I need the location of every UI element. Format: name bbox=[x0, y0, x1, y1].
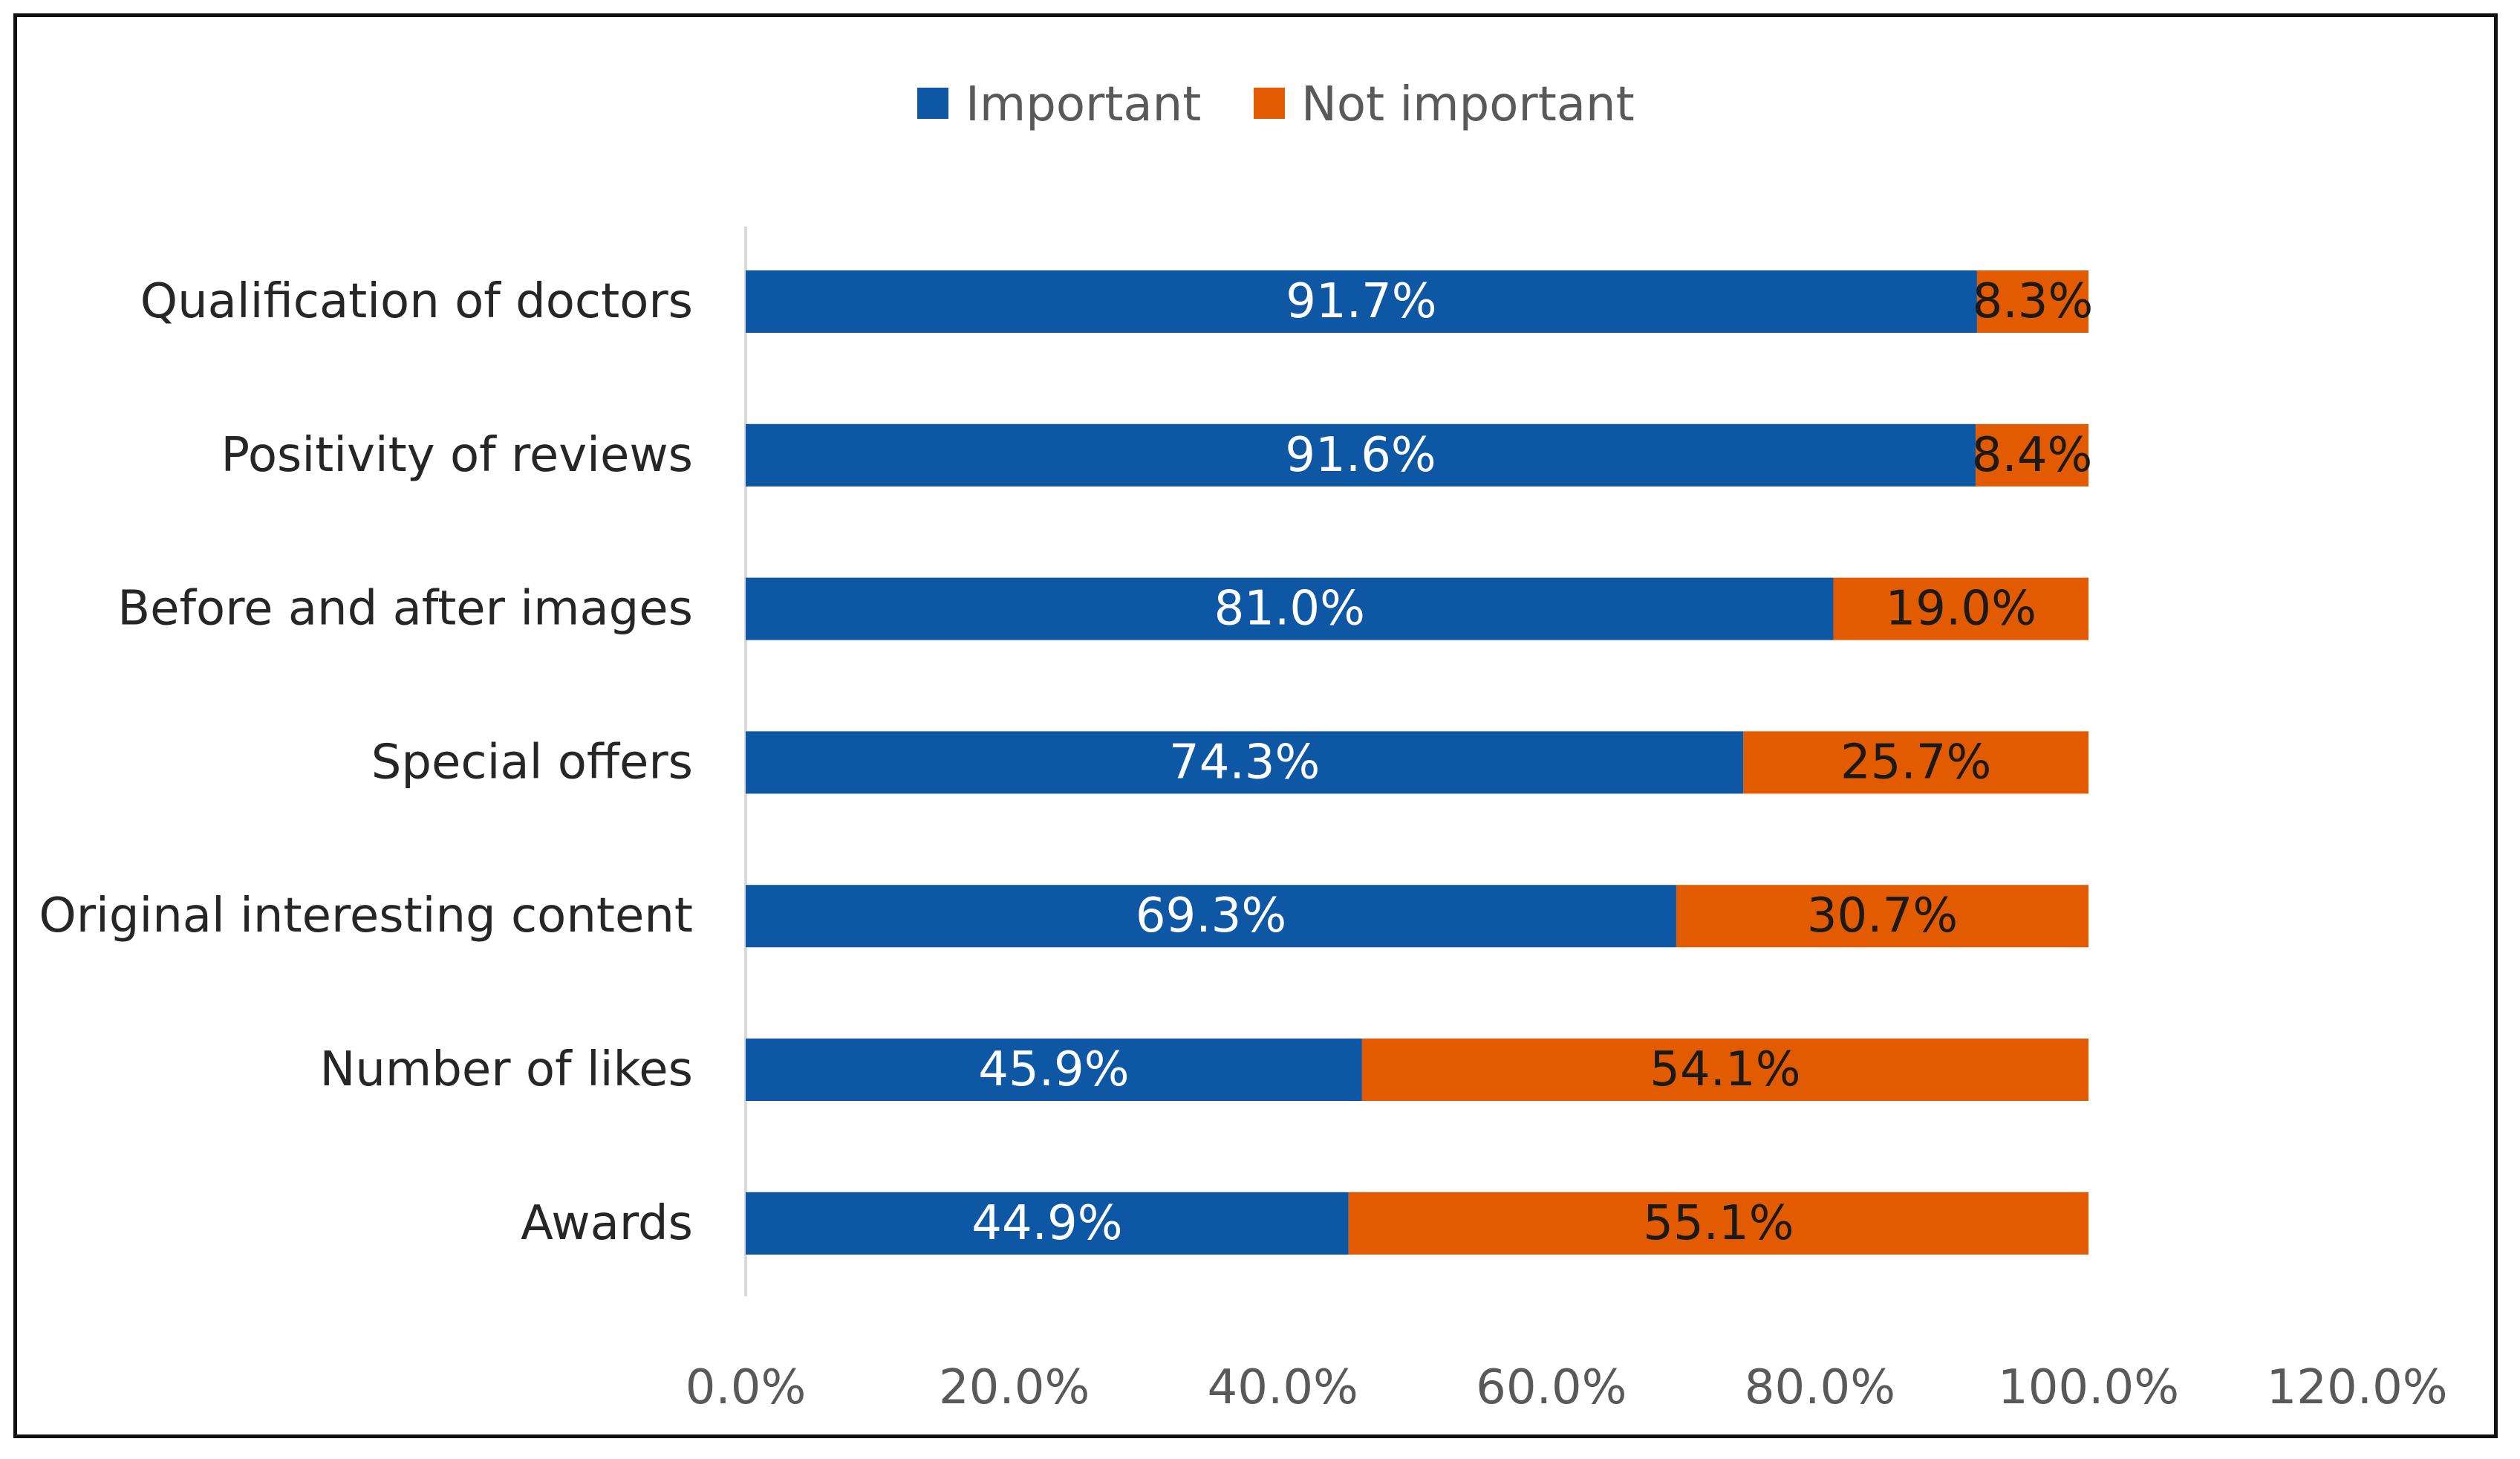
x-tick-label-3: 60.0% bbox=[1476, 1360, 1627, 1415]
category-label-2: Before and after images bbox=[117, 582, 693, 637]
legend-swatch-important bbox=[917, 88, 948, 119]
x-axis-tick-labels: 0.0% 20.0% 40.0% 60.0% 80.0% 100.0% 120.0% bbox=[686, 1360, 2448, 1415]
value-label-not-important-5: 54.1% bbox=[1650, 1042, 1800, 1097]
value-label-not-important-2: 19.0% bbox=[1886, 582, 2036, 637]
value-label-not-important-1: 8.4% bbox=[1972, 428, 2093, 483]
value-label-important-5: 45.9% bbox=[978, 1042, 1129, 1097]
value-label-important-1: 91.6% bbox=[1285, 428, 1436, 483]
bar-important-3 bbox=[746, 731, 1744, 794]
category-label-5: Number of likes bbox=[319, 1042, 693, 1097]
bar-important-5 bbox=[746, 1039, 1362, 1101]
value-label-not-important-6: 55.1% bbox=[1643, 1196, 1794, 1251]
x-tick-label-6: 120.0% bbox=[2267, 1360, 2448, 1415]
x-tick-label-4: 80.0% bbox=[1745, 1360, 1895, 1415]
x-tick-label-0: 0.0% bbox=[686, 1360, 807, 1415]
x-tick-label-1: 20.0% bbox=[939, 1360, 1090, 1415]
bar-not-important-1 bbox=[1976, 423, 2088, 487]
bar-important-1 bbox=[746, 423, 1976, 487]
bar-not-important-5 bbox=[1361, 1039, 2088, 1101]
bar-not-important-6 bbox=[1348, 1192, 2088, 1255]
value-labels: 91.7% 8.3% 91.6% 8.4% 81.0% 19.0% 74.3% 25.7% 69… bbox=[971, 274, 2093, 1251]
value-label-not-important-0: 8.3% bbox=[1973, 274, 2094, 329]
legend: Important Not important bbox=[917, 77, 1635, 132]
value-label-important-0: 91.7% bbox=[1286, 274, 1436, 329]
bar-not-important-3 bbox=[1743, 731, 2088, 794]
value-label-important-2: 81.0% bbox=[1214, 582, 1365, 637]
category-label-0: Qualification of doctors bbox=[140, 274, 693, 329]
category-label-6: Awards bbox=[521, 1196, 693, 1251]
x-tick-label-2: 40.0% bbox=[1208, 1360, 1358, 1415]
bar-not-important-0 bbox=[1976, 270, 2088, 333]
bar-important-4 bbox=[746, 885, 1676, 948]
bar-not-important-2 bbox=[1833, 577, 2088, 640]
x-tick-label-5: 100.0% bbox=[1998, 1360, 2179, 1415]
bars bbox=[746, 270, 2088, 1255]
legend-label-important: Important bbox=[966, 77, 1201, 132]
value-label-important-3: 74.3% bbox=[1169, 735, 1320, 790]
value-label-not-important-4: 30.7% bbox=[1807, 888, 1958, 943]
value-label-important-6: 44.9% bbox=[971, 1196, 1122, 1251]
legend-label-not-important: Not important bbox=[1301, 77, 1635, 132]
category-label-1: Positivity of reviews bbox=[221, 428, 693, 483]
category-label-3: Special offers bbox=[371, 735, 693, 790]
bar-not-important-4 bbox=[1676, 885, 2088, 948]
value-label-important-4: 69.3% bbox=[1136, 888, 1286, 943]
category-label-4: Original interesting content bbox=[39, 888, 693, 943]
legend-swatch-not-important bbox=[1254, 88, 1285, 119]
bar-important-2 bbox=[746, 577, 1834, 640]
bar-important-0 bbox=[746, 270, 1977, 333]
value-label-not-important-3: 25.7% bbox=[1840, 735, 1991, 790]
bar-important-6 bbox=[746, 1192, 1349, 1255]
category-labels: Qualification of doctors Positivity of re… bbox=[39, 274, 693, 1251]
